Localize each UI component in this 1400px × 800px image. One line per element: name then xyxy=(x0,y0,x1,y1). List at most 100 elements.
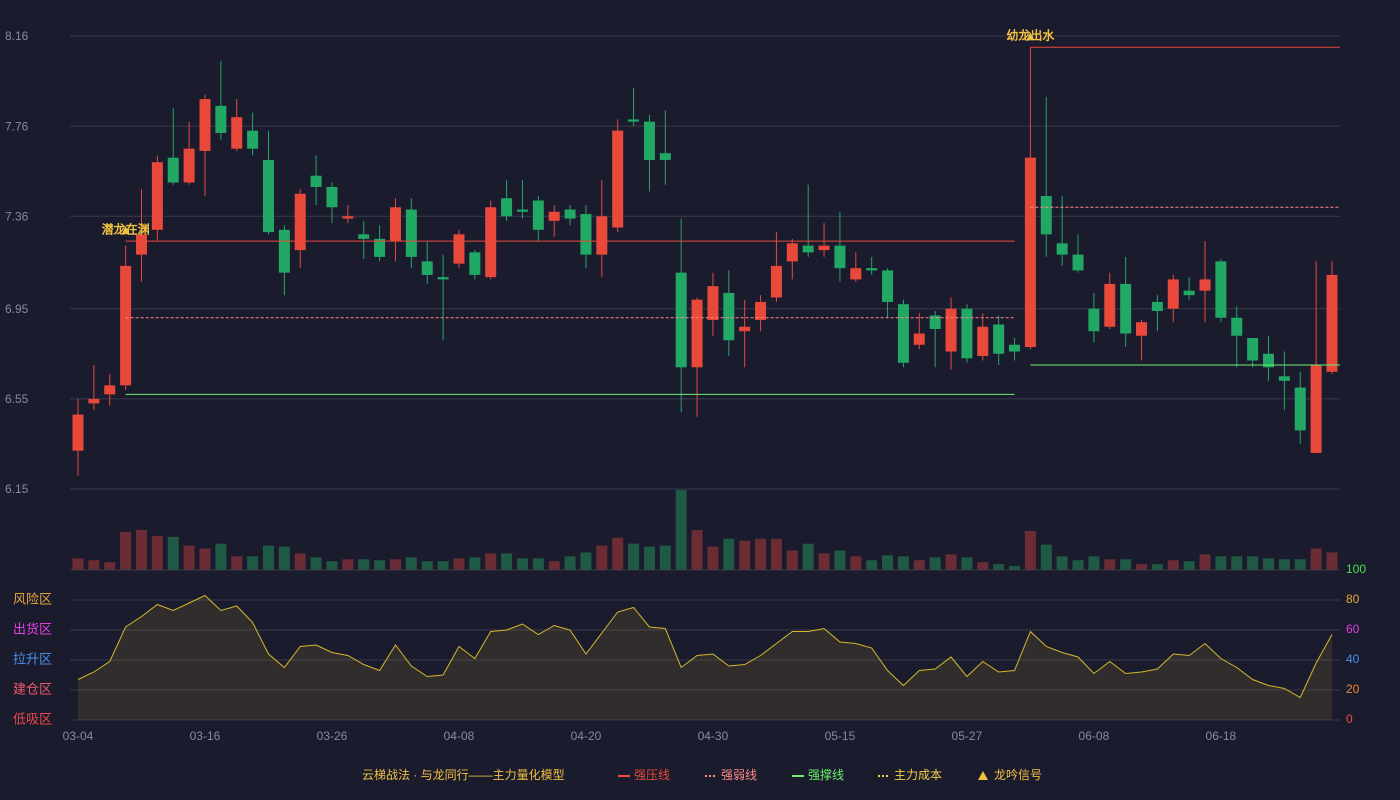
volume-bar xyxy=(469,557,481,570)
y-tick-label: 100 xyxy=(1346,562,1366,576)
volume-bar xyxy=(358,559,370,570)
zone-label: 出货区 xyxy=(13,621,52,636)
volume-bar xyxy=(151,535,163,570)
candle-body xyxy=(501,198,513,217)
candle-body xyxy=(897,304,909,363)
x-tick-label: 05-27 xyxy=(952,729,983,743)
candle-body xyxy=(580,214,592,255)
candle-body xyxy=(993,324,1005,354)
candle-body xyxy=(358,234,370,239)
volume-bar xyxy=(1136,564,1148,570)
volume-bar xyxy=(135,530,147,570)
volume-bar xyxy=(421,561,433,570)
volume-bar xyxy=(770,538,782,570)
volume-bar xyxy=(199,548,211,570)
volume-bar xyxy=(294,553,306,570)
volume-bar xyxy=(802,543,814,570)
y-tick-label: 20 xyxy=(1346,682,1360,696)
volume-bar xyxy=(1024,530,1036,570)
volume-bar xyxy=(548,561,560,570)
legend-title: 云梯战法 · 与龙同行——主力量化模型 xyxy=(362,768,565,782)
candle-body xyxy=(1056,243,1068,255)
volume-bar xyxy=(88,560,100,570)
volume-bar xyxy=(834,550,846,570)
zone-label: 低吸区 xyxy=(13,711,52,726)
candle-body xyxy=(310,175,322,187)
volume-bar xyxy=(120,531,132,570)
candle-body xyxy=(516,209,528,212)
volume-bar xyxy=(1056,556,1068,570)
indicator-line xyxy=(77,594,1333,699)
zone-label: 风险区 xyxy=(13,591,52,606)
candle-body xyxy=(247,130,259,149)
candle-body xyxy=(1104,283,1116,327)
x-tick-label: 03-04 xyxy=(63,729,94,743)
legend-label: 主力成本 xyxy=(894,768,942,782)
volume-bar xyxy=(278,546,290,570)
volume-bar xyxy=(72,558,84,570)
volume-bar xyxy=(818,553,830,570)
volume-bar xyxy=(215,543,227,570)
volume-bar xyxy=(1215,556,1227,570)
candle-body xyxy=(453,234,465,264)
volume-bar xyxy=(786,550,798,570)
candle-body xyxy=(199,99,211,151)
x-tick-label: 06-18 xyxy=(1206,729,1237,743)
candle-body xyxy=(532,200,544,230)
volume-bar xyxy=(961,557,973,570)
y-tick-label: 6.95 xyxy=(5,302,29,316)
volume-bar xyxy=(707,546,719,570)
candle-body xyxy=(231,117,243,149)
candle-body xyxy=(405,209,417,257)
indicator-area xyxy=(78,595,1332,720)
candle-body xyxy=(215,105,227,133)
volume-bar xyxy=(612,537,624,570)
candle-body xyxy=(262,159,274,233)
candle-body xyxy=(1167,279,1179,309)
candle-body xyxy=(183,148,195,183)
volume-bar xyxy=(1326,552,1338,570)
candle-body xyxy=(135,234,147,255)
candle-body xyxy=(485,207,497,278)
zone-label: 建仓区 xyxy=(13,681,52,696)
volume-bar xyxy=(532,558,544,570)
candle-body xyxy=(564,209,576,219)
volume-bar xyxy=(183,545,195,570)
volume-bar xyxy=(929,557,941,570)
candle-body xyxy=(834,245,846,269)
volume-bar xyxy=(1040,544,1052,570)
candle-body xyxy=(1072,254,1084,271)
volume-bar xyxy=(342,559,354,570)
candle-body xyxy=(374,238,386,257)
candle-body xyxy=(1009,344,1021,352)
zone-label: 拉升区 xyxy=(13,651,52,666)
volume-bar xyxy=(1072,560,1084,570)
candle-body xyxy=(850,268,862,280)
y-tick-label: 80 xyxy=(1346,592,1360,606)
volume-bar xyxy=(501,553,513,570)
volume-bar xyxy=(993,564,1005,570)
y-tick-label: 6.15 xyxy=(5,482,29,496)
candle-body xyxy=(723,292,735,341)
candle-body xyxy=(1231,317,1243,336)
volume-bar xyxy=(1199,554,1211,570)
volume-bar xyxy=(326,561,338,570)
candle-body xyxy=(691,299,703,368)
candle-body xyxy=(151,162,163,230)
volume-bar xyxy=(1294,559,1306,570)
legend-label: 龙吟信号 xyxy=(994,767,1042,782)
y-tick-label: 7.76 xyxy=(5,119,29,133)
y-tick-label: 40 xyxy=(1346,652,1360,666)
x-tick-label: 04-30 xyxy=(698,729,729,743)
candle-body xyxy=(1247,338,1259,361)
candle-body xyxy=(342,216,354,219)
candle-body xyxy=(72,414,84,451)
volume-bar xyxy=(675,490,687,570)
legend-symbol xyxy=(978,771,988,780)
volume-bar xyxy=(389,559,401,570)
volume-bar xyxy=(247,556,259,570)
candle-body xyxy=(628,119,640,122)
candle-body xyxy=(802,245,814,253)
candle-body xyxy=(1120,283,1132,334)
candle-body xyxy=(120,265,132,386)
